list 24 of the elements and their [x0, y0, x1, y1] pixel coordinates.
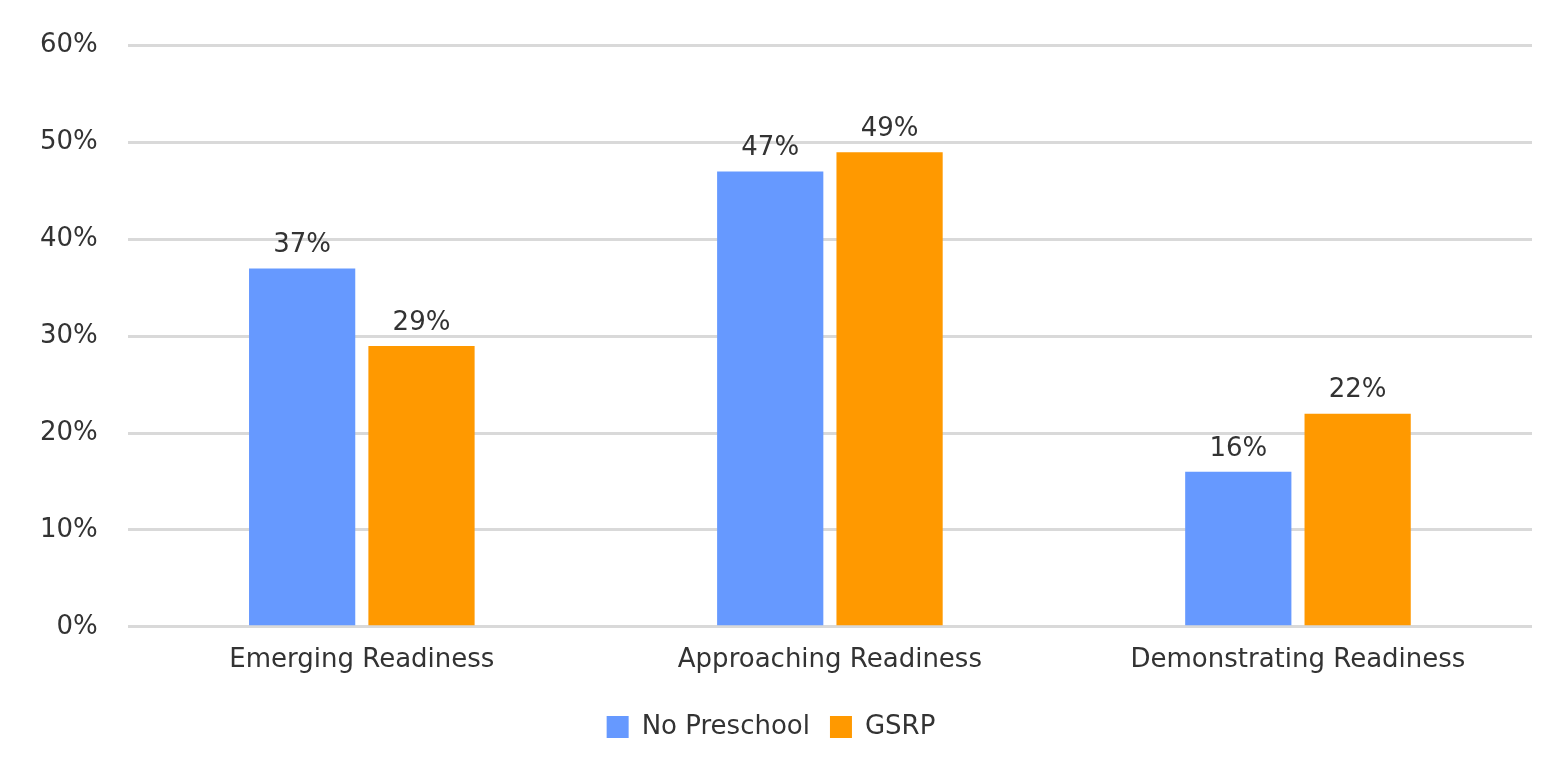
x-tick-label: Approaching Readiness	[677, 643, 982, 674]
data-label: 47%	[741, 131, 800, 162]
data-label: 49%	[860, 111, 919, 142]
y-tick-label: 50%	[39, 125, 98, 156]
data-label: 22%	[1328, 373, 1387, 404]
y-tick-label: 40%	[39, 222, 98, 253]
y-tick-label: 20%	[39, 415, 98, 446]
y-tick-label: 60%	[39, 28, 98, 59]
bar	[249, 268, 356, 626]
data-label: 29%	[392, 305, 451, 336]
x-tick-label: Emerging Readiness	[229, 643, 495, 674]
bar	[717, 171, 824, 626]
x-tick-label: Demonstrating Readiness	[1130, 643, 1466, 674]
legend-label: No Preschool	[641, 709, 810, 740]
bar	[368, 345, 475, 626]
y-tick-label: 30%	[39, 318, 98, 349]
data-label: 16%	[1209, 431, 1268, 462]
y-tick-label: 0%	[56, 609, 98, 640]
data-label: 37%	[273, 228, 332, 259]
bar	[1304, 413, 1411, 626]
bar	[1185, 471, 1292, 626]
y-tick-label: 10%	[39, 512, 98, 543]
bar	[836, 152, 943, 626]
legend-label: GSRP	[864, 709, 936, 740]
